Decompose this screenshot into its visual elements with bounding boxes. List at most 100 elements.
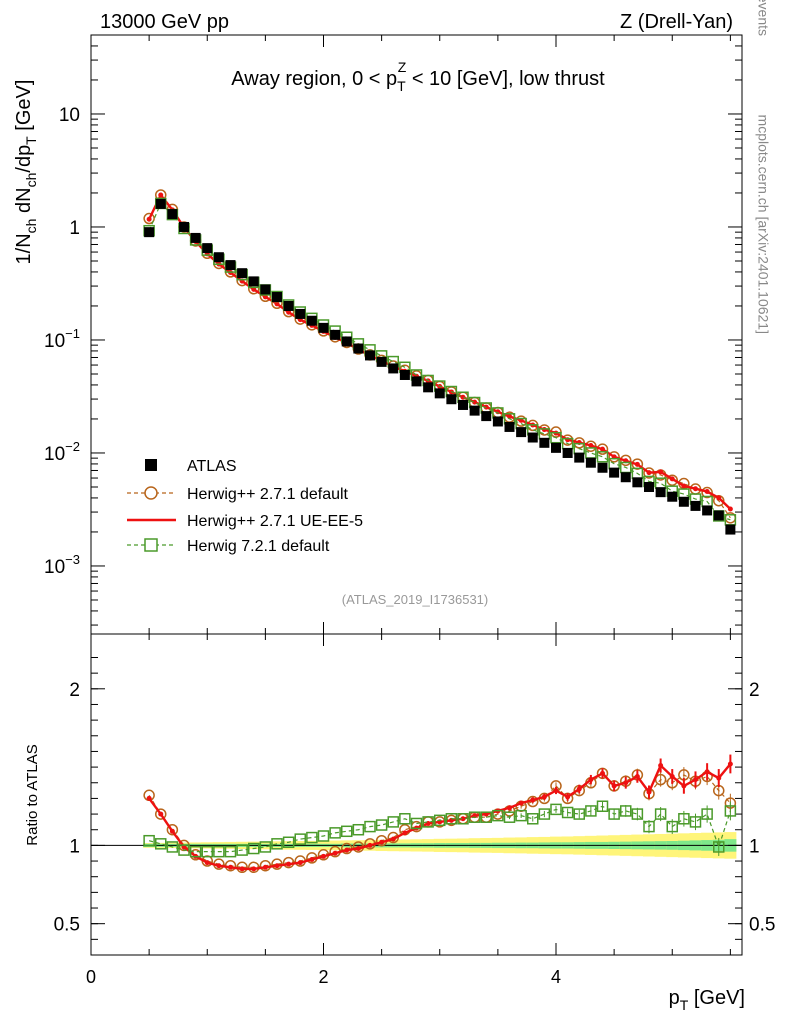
herwig-ue-ee-5-point <box>727 506 733 512</box>
atlas-point <box>667 491 678 502</box>
herwig-7-2-1-default-point <box>689 816 702 828</box>
herwig-ue-ee-5-point <box>507 413 512 419</box>
herwig-ue-ee-5-point <box>262 864 268 870</box>
herwig-2-7-1-default-point <box>666 474 678 486</box>
atlas-point <box>725 524 736 535</box>
herwig-ue-ee-5-point <box>669 773 675 779</box>
y-tick-label: 1 <box>69 218 80 239</box>
herwig-7-2-1-default-point <box>527 813 539 825</box>
herwig-7-2-1-default-point <box>550 803 562 816</box>
legend: ATLAS Herwig++ 2.7.1 default Herwig++ 2.7.… <box>127 458 363 555</box>
herwig-ue-ee-5-point <box>530 797 536 803</box>
atlas-point <box>155 198 166 209</box>
legend-marker-circle <box>144 486 158 500</box>
herwig-ue-ee-5-point <box>228 864 233 870</box>
herwig-7-2-1-default-point <box>573 808 585 820</box>
atlas-point <box>353 343 364 354</box>
herwig-ue-ee-5-point <box>390 836 396 842</box>
herwig-ue-ee-5-point <box>274 863 280 869</box>
atlas-point <box>225 260 236 271</box>
herwig-ue-ee-5-point <box>634 773 640 779</box>
herwig-ue-ee-5-point <box>274 301 280 307</box>
mcplots-label: mcplots.cern.ch [arXiv:2401.10621] <box>755 115 771 334</box>
herwig-ue-ee-5-point <box>600 770 605 776</box>
herwig-ue-ee-5-point <box>158 192 164 198</box>
herwig-7-2-1-default-point <box>155 838 167 850</box>
herwig-ue-ee-5-point <box>297 860 303 866</box>
herwig-7-2-1-default-point <box>317 830 330 842</box>
atlas-point <box>678 496 689 507</box>
atlas-point <box>190 232 201 243</box>
herwig-ue-ee-5-point <box>344 847 350 853</box>
herwig-ue-ee-5-point <box>332 850 338 856</box>
atlas-point <box>260 284 271 295</box>
atlas-point <box>411 376 422 387</box>
atlas-point <box>434 388 445 399</box>
herwig-7-2-1-default-point <box>341 825 353 838</box>
herwig-7-2-1-default-point <box>434 814 446 827</box>
herwig-ue-ee-5-point <box>472 399 478 405</box>
atlas-point <box>504 421 515 432</box>
data-marks <box>143 189 737 874</box>
analysis-id: (ATLAS_2019_I1736531) <box>342 592 488 607</box>
herwig-7-2-1-default-point <box>608 808 620 820</box>
herwig-7-2-1-default-point <box>364 820 376 833</box>
herwig-2-7-1-default-point <box>166 823 179 836</box>
herwig-7-2-1-default-point <box>259 841 272 853</box>
herwig-7-2-1-default-point <box>678 813 690 825</box>
herwig-ue-ee-5-point <box>693 486 698 492</box>
atlas-point <box>609 467 620 478</box>
atlas-point <box>213 252 224 263</box>
atlas-point <box>574 452 585 463</box>
herwig-ue-ee-5-point <box>565 794 571 800</box>
x-tick-label: 2 <box>318 967 328 987</box>
atlas-point <box>283 300 294 311</box>
herwig-7-2-1-default-point <box>561 806 574 819</box>
herwig-ue-ee-5-point <box>367 842 373 848</box>
ratio-y-label: Ratio to ATLAS <box>24 744 41 845</box>
herwig-7-2-1-default-point <box>399 813 411 825</box>
herwig-7-2-1-default-point <box>631 808 644 820</box>
herwig-7-2-1-default-point <box>492 809 504 822</box>
herwig-7-2-1-default-point <box>213 845 225 858</box>
herwig-7-2-1-default-point <box>585 805 597 817</box>
herwig-7-2-1-default-point <box>654 808 667 820</box>
ratio-tick-label: 0.5 <box>54 915 80 936</box>
herwig-ue-ee-5-point <box>541 794 547 800</box>
chart-title: Away region, 0 < pTZ < 10 [GeV], low thr… <box>231 59 605 94</box>
herwig-7-2-1-default-point <box>538 808 551 820</box>
herwig-7-2-1-default-point <box>178 844 190 856</box>
atlas-point <box>446 394 457 405</box>
herwig-2-7-1-default-point <box>608 451 620 463</box>
herwig-ue-ee-5-point <box>658 763 664 769</box>
atlas-point <box>597 462 608 473</box>
atlas-point <box>620 472 631 483</box>
herwig-ue-ee-5-point <box>611 783 617 789</box>
herwig-7-2-1-default-point <box>596 451 609 463</box>
atlas-point <box>585 457 596 468</box>
herwig-7-2-1-default-point <box>480 811 492 823</box>
herwig-ue-ee-5-point <box>727 761 733 767</box>
herwig-ue-ee-5-point <box>716 495 722 501</box>
herwig-7-2-1-default-point <box>166 841 179 853</box>
herwig-7-2-1-default-point <box>329 827 341 839</box>
herwig-ue-ee-5-point <box>669 476 675 482</box>
herwig-ue-ee-5-point <box>704 489 710 495</box>
series-line-ratio <box>148 805 731 853</box>
herwig-ue-ee-5-point <box>600 446 605 452</box>
y-tick-label: 10−2 <box>44 439 80 465</box>
header-left: 13000 GeV pp <box>100 11 229 33</box>
legend-label: Herwig++ 2.7.1 default <box>187 486 349 503</box>
atlas-point <box>702 505 713 516</box>
herwig-ue-ee-5-point <box>460 394 466 400</box>
herwig-ue-ee-5-point <box>169 828 175 834</box>
atlas-point <box>341 336 352 347</box>
atlas-point <box>237 268 248 279</box>
herwig-7-2-1-default-point <box>724 805 737 817</box>
herwig-ue-ee-5-point <box>507 805 512 811</box>
atlas-point <box>713 510 724 521</box>
herwig-7-2-1-default-point <box>387 816 399 828</box>
herwig-ue-ee-5-point <box>204 860 210 866</box>
herwig-ue-ee-5-point <box>623 780 629 786</box>
herwig-7-2-1-default-point <box>503 811 516 823</box>
